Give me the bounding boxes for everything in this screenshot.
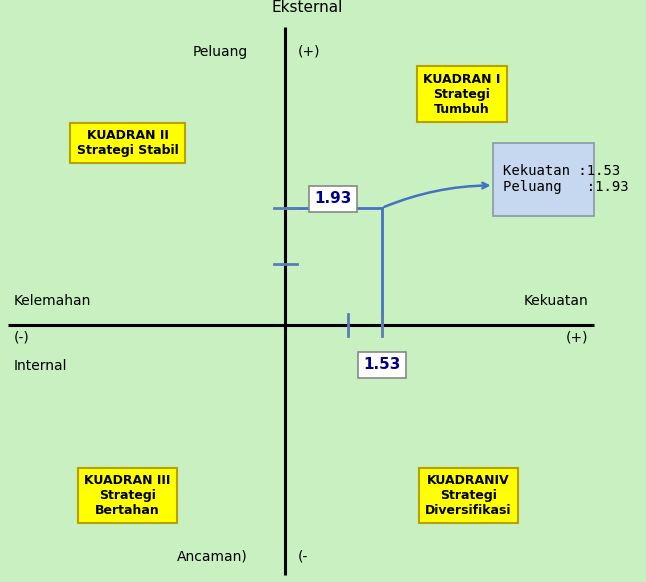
Text: (+): (+) — [298, 45, 320, 59]
Text: Peluang: Peluang — [192, 45, 247, 59]
Text: (+): (+) — [565, 330, 588, 344]
Text: Kekuatan :1.53
Peluang   :1.93: Kekuatan :1.53 Peluang :1.93 — [503, 164, 629, 194]
Text: Kekuatan: Kekuatan — [523, 294, 588, 308]
Text: Internal: Internal — [14, 359, 67, 372]
FancyBboxPatch shape — [494, 143, 594, 216]
Text: 1.53: 1.53 — [363, 357, 401, 372]
Text: (-): (-) — [14, 330, 30, 344]
Text: Ancaman): Ancaman) — [176, 549, 247, 563]
Text: KUADRAN III
Strategi
Bertahan: KUADRAN III Strategi Bertahan — [85, 474, 171, 517]
Text: KUADRANIV
Strategi
Diversifikasi: KUADRANIV Strategi Diversifikasi — [425, 474, 512, 517]
Text: Eksternal: Eksternal — [272, 0, 343, 15]
Text: Kelemahan: Kelemahan — [14, 294, 91, 308]
Text: (-: (- — [298, 549, 308, 563]
Text: KUADRAN I
Strategi
Tumbuh: KUADRAN I Strategi Tumbuh — [423, 73, 501, 116]
Text: KUADRAN II
Strategi Stabil: KUADRAN II Strategi Stabil — [77, 129, 178, 157]
Text: 1.93: 1.93 — [314, 191, 351, 206]
